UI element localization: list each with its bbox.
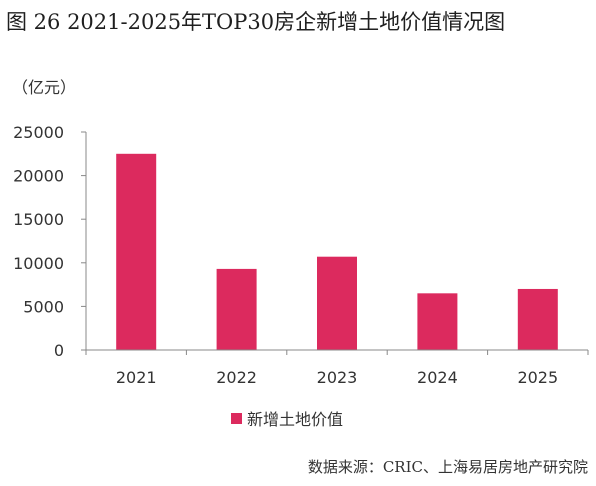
source-note: 数据来源：CRIC、上海易居房地产研究院 xyxy=(307,458,588,476)
x-tick-label: 2023 xyxy=(317,368,358,387)
y-tick-label: 0 xyxy=(54,341,64,360)
y-tick-label: 20000 xyxy=(13,167,64,186)
x-tick-label: 2022 xyxy=(216,368,257,387)
chart-title: 图 26 2021-2025年TOP30房企新增土地价值情况图 xyxy=(6,10,506,34)
legend-label: 新增土地价值 xyxy=(247,410,343,429)
bar-2023 xyxy=(317,256,357,350)
bar-2021 xyxy=(116,153,157,350)
y-tick-label: 10000 xyxy=(13,254,64,273)
y-tick-label: 25000 xyxy=(13,123,64,142)
bar-2025 xyxy=(517,288,558,350)
y-tick-label: 5000 xyxy=(23,297,64,316)
legend-swatch xyxy=(231,413,242,424)
x-tick-label: 2024 xyxy=(417,368,458,387)
y-tick-label: 15000 xyxy=(13,210,64,229)
x-tick-label: 2021 xyxy=(116,368,157,387)
bar-2022 xyxy=(216,268,257,350)
bar-2024 xyxy=(417,293,458,350)
x-tick-label: 2025 xyxy=(517,368,558,387)
legend: 新增土地价值 xyxy=(231,410,343,429)
y-axis-unit: （亿元） xyxy=(12,78,77,97)
